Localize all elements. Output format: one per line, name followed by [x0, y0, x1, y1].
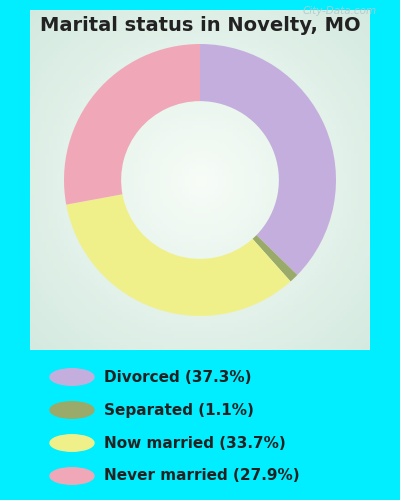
Text: Marital status in Novelty, MO: Marital status in Novelty, MO	[40, 16, 360, 35]
Text: City-Data.com: City-Data.com	[303, 6, 377, 16]
Text: Divorced (37.3%): Divorced (37.3%)	[104, 370, 252, 384]
Circle shape	[50, 434, 94, 451]
Text: Separated (1.1%): Separated (1.1%)	[104, 402, 254, 417]
Wedge shape	[252, 235, 297, 282]
Wedge shape	[64, 44, 200, 204]
Wedge shape	[66, 194, 290, 316]
Circle shape	[50, 369, 94, 385]
Circle shape	[50, 468, 94, 484]
Circle shape	[50, 402, 94, 418]
Text: Now married (33.7%): Now married (33.7%)	[104, 436, 286, 450]
Text: Never married (27.9%): Never married (27.9%)	[104, 468, 300, 483]
Wedge shape	[200, 44, 336, 275]
